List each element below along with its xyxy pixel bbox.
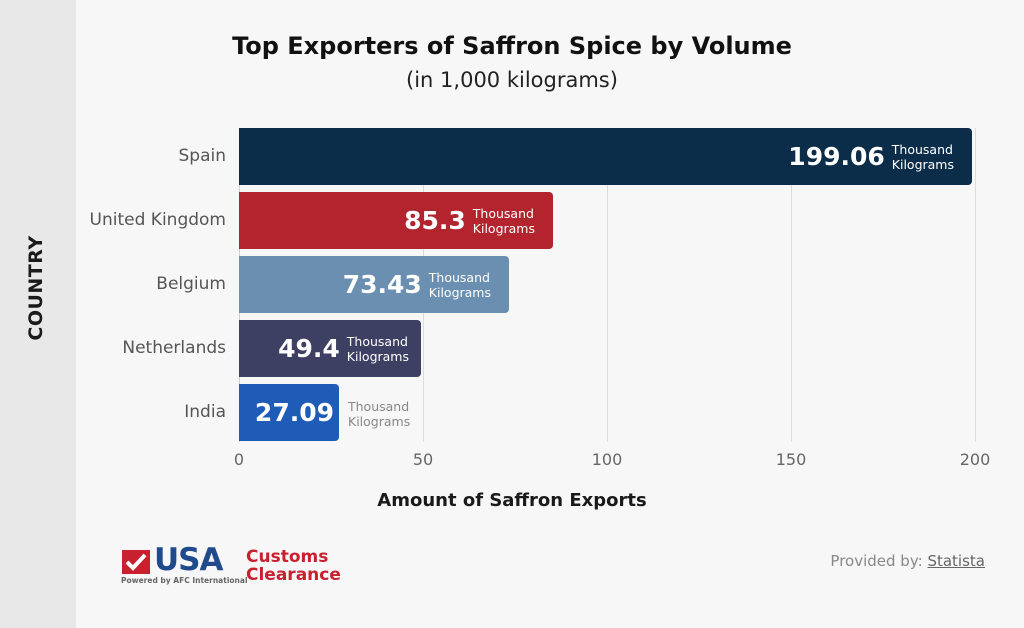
bar-unit-outside: Thousand Kilograms <box>348 399 411 429</box>
bar-united-kingdom: 85.3 Thousand Kilograms <box>239 192 553 249</box>
statista-link[interactable]: Statista <box>927 552 985 570</box>
x-tick-0: 0 <box>233 450 245 469</box>
category-label-belgium: Belgium <box>156 274 226 294</box>
bar-netherlands: 49.4 Thousand Kilograms <box>239 320 421 377</box>
category-label-spain: Spain <box>178 146 227 166</box>
logo-customs-clearance: Customs Clearance <box>246 547 341 585</box>
bar-unit: Thousand Kilograms <box>891 141 954 172</box>
bar-value: 199.06 <box>788 142 885 171</box>
category-label-netherlands: Netherlands <box>122 338 226 358</box>
bar-unit: Thousand Kilograms <box>346 333 409 364</box>
x-tick-100: 100 <box>591 450 623 469</box>
chart-subtitle: (in 1,000 kilograms) <box>406 68 618 92</box>
x-tick-150: 150 <box>775 450 807 469</box>
category-label-india: India <box>184 402 226 422</box>
x-tick-50: 50 <box>412 450 434 469</box>
gridline-100 <box>607 128 608 442</box>
logo-powered-by: Powered by AFC International <box>121 576 248 585</box>
bar-unit: Thousand Kilograms <box>428 269 491 300</box>
bar-spain: 199.06 Thousand Kilograms <box>239 128 972 185</box>
chart-title: Top Exporters of Saffron Spice by Volume <box>232 32 792 60</box>
bar-value: 27.09 <box>254 398 334 427</box>
bar-unit: Thousand Kilograms <box>472 205 535 236</box>
bar-value: 73.43 <box>342 270 422 299</box>
bar-value: 85.3 <box>404 206 466 235</box>
category-label-united-kingdom: United Kingdom <box>89 210 226 230</box>
sidebar: COUNTRY <box>0 0 76 628</box>
bar-belgium: 73.43 Thousand Kilograms <box>239 256 509 313</box>
bar-india: 27.09 <box>239 384 339 441</box>
bar-value: 49.4 <box>278 334 340 363</box>
provided-by-label: Provided by: <box>830 552 923 570</box>
checkmark-icon <box>122 550 150 574</box>
gridline-150 <box>791 128 792 442</box>
logo-usa-text: USA <box>154 542 223 578</box>
source-credit: Provided by: Statista <box>830 552 985 570</box>
gridline-200 <box>975 128 976 442</box>
x-axis-title: Amount of Saffron Exports <box>377 490 647 511</box>
usa-customs-clearance-logo: USA Powered by AFC International Customs… <box>120 542 350 588</box>
x-tick-200: 200 <box>959 450 991 469</box>
